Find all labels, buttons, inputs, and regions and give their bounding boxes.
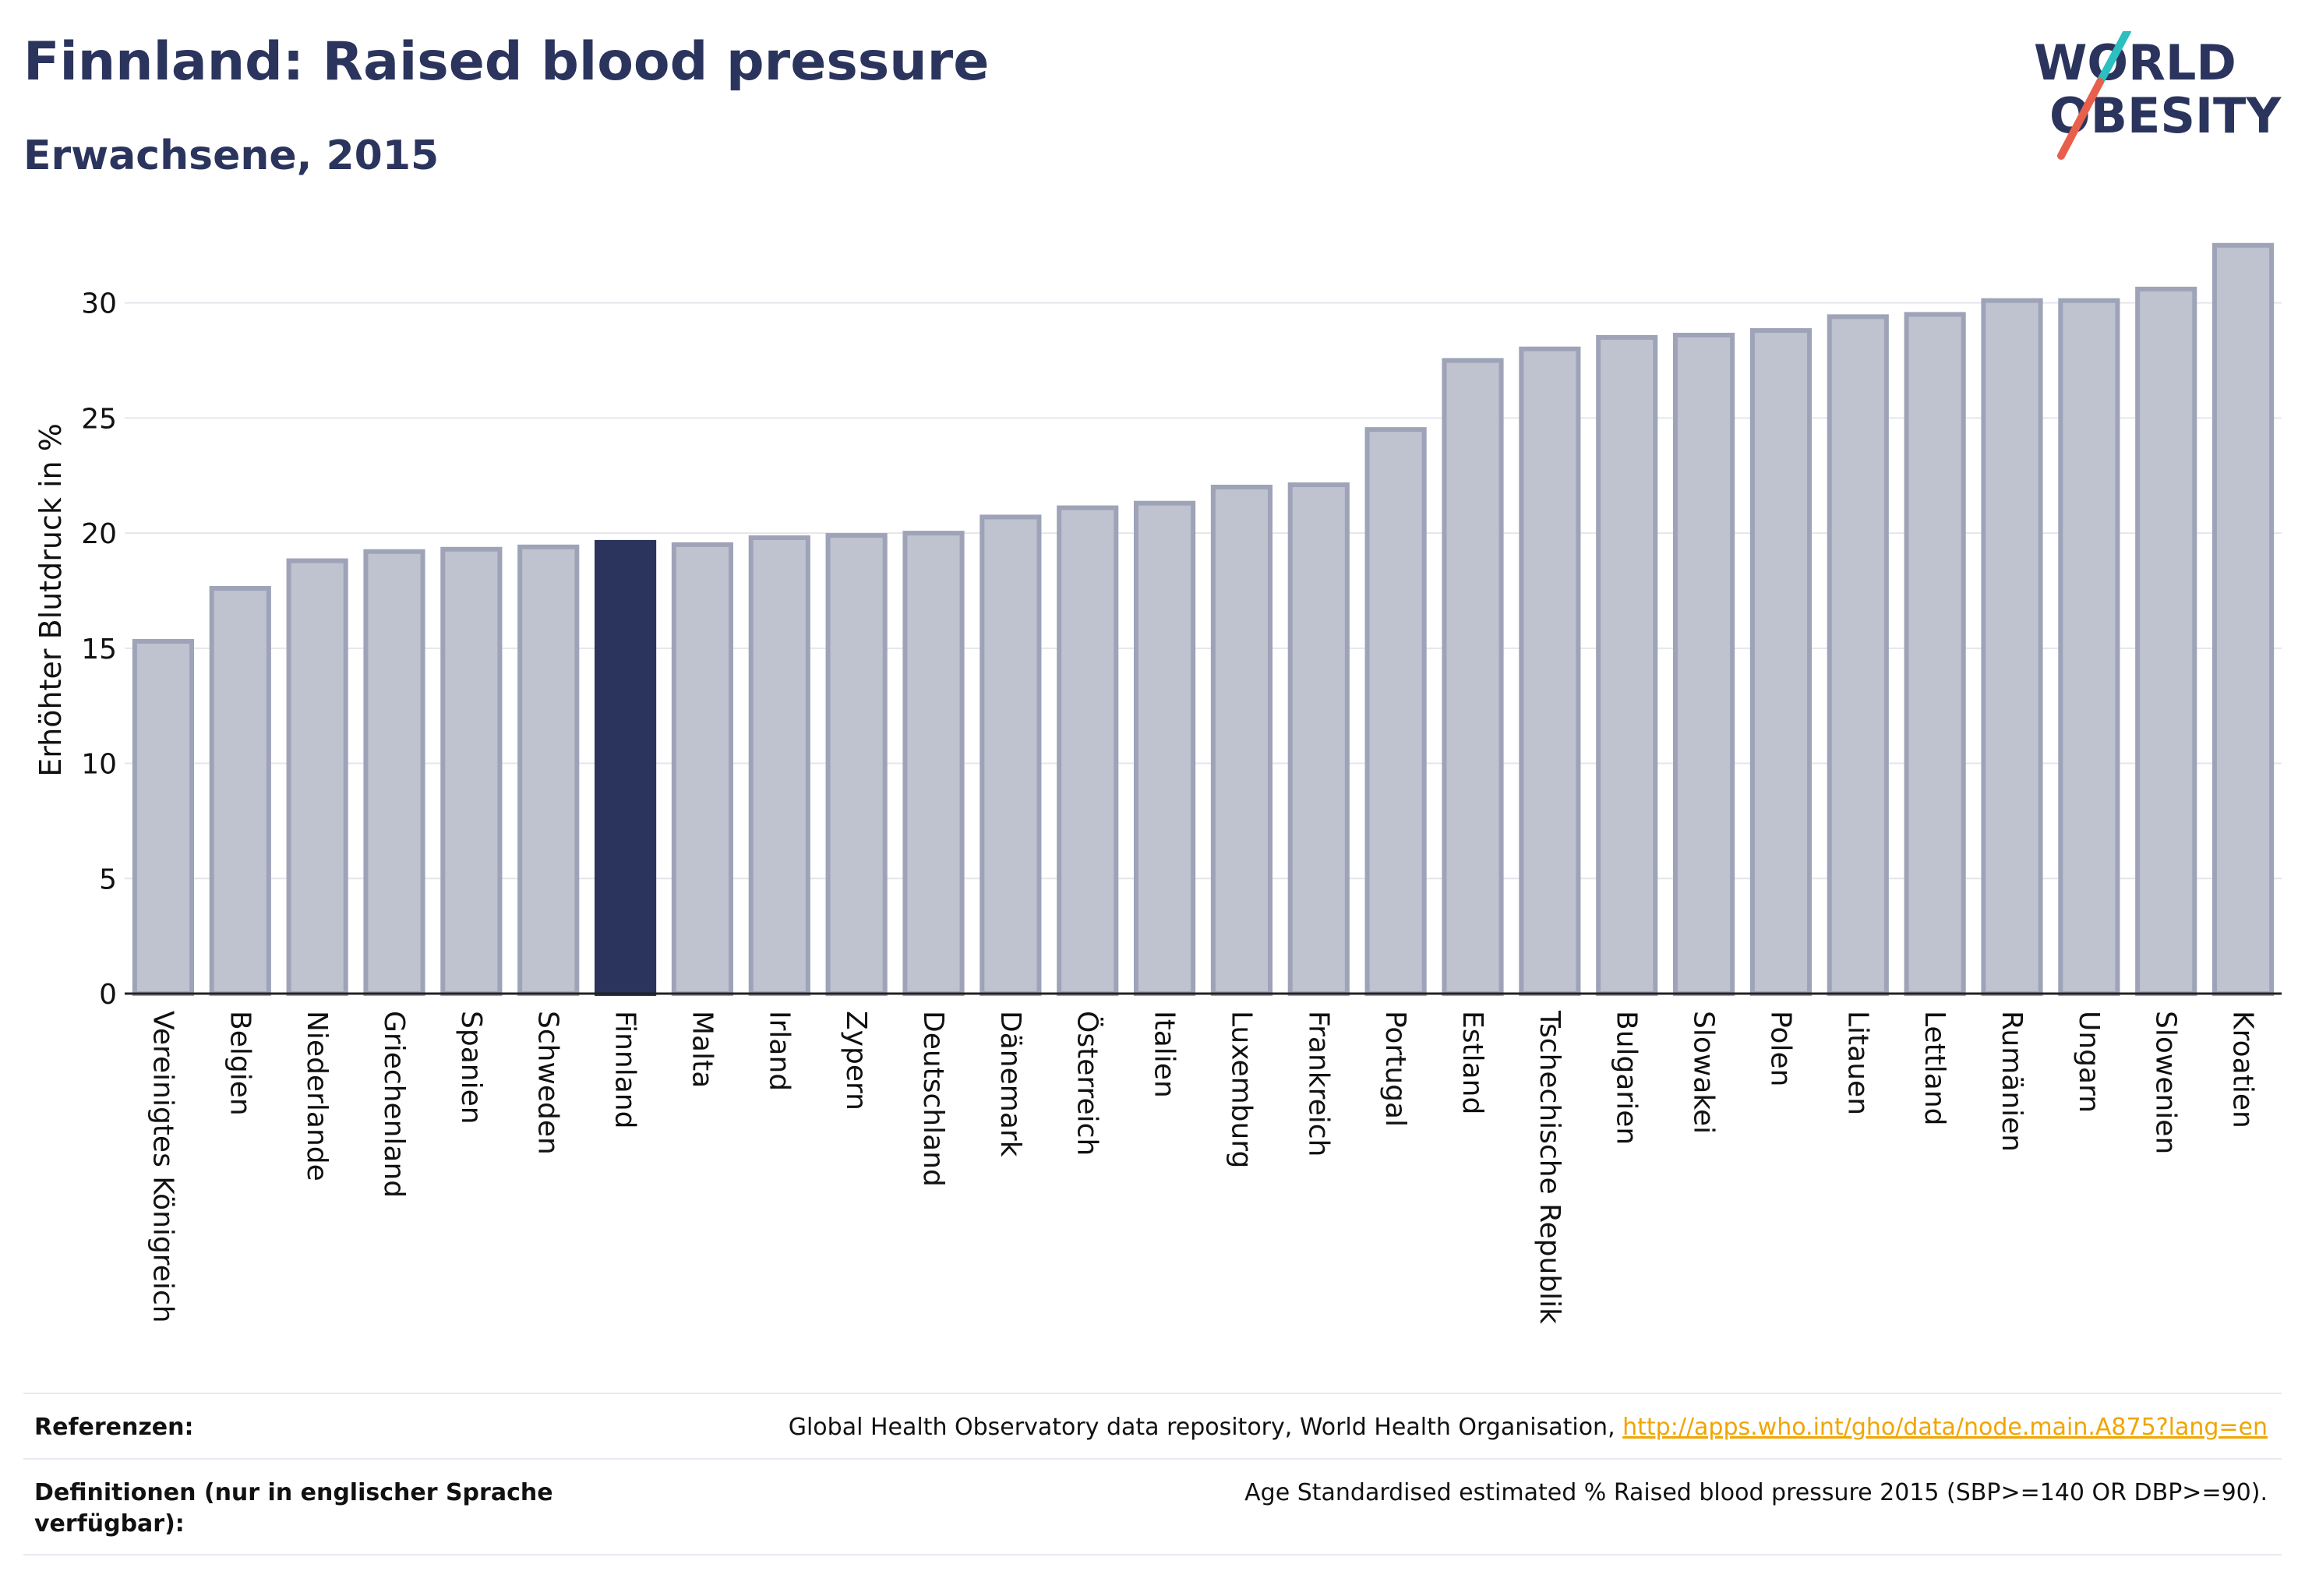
definitions-text: Age Standardised estimated % Raised bloo… <box>1244 1479 2268 1506</box>
x-tick-label: Spanien <box>455 1011 487 1125</box>
bar-litauen <box>1827 314 1889 996</box>
bar-slowakei <box>1672 333 1735 996</box>
bar-bulgarien <box>1596 334 1658 997</box>
x-tick-label: Luxemburg <box>1225 1011 1257 1168</box>
bar-belgien <box>209 586 271 996</box>
x-tick-label: Rumänien <box>1996 1011 2028 1152</box>
definitions-label: Definitionen (nur in englischer Sprache … <box>34 1479 553 1538</box>
y-tick-label: 5 <box>99 863 117 895</box>
y-tick-label: 25 <box>81 403 117 435</box>
x-tick-label: Ungarn <box>2073 1011 2105 1113</box>
x-tick-label: Litauen <box>1841 1011 1873 1115</box>
references-source: Global Health Observatory data repositor… <box>788 1414 1623 1441</box>
bar-chart: 0 5 10 15 20 25 30 Vereinigtes Königreich Belgi… <box>34 242 2282 1324</box>
x-tick-label: Vereinigtes Königreich <box>146 1011 178 1323</box>
y-tick-label: 15 <box>81 634 117 666</box>
bar-niederlande <box>286 558 348 996</box>
bar-malta <box>671 542 734 996</box>
bar-lettland <box>1904 312 1966 996</box>
bar-slowenien <box>2135 286 2197 996</box>
bar-estland <box>1442 358 1504 996</box>
x-tick-label: Portugal <box>1379 1011 1411 1127</box>
x-tick-label: Slowakei <box>1688 1011 1720 1134</box>
x-tick-label: Irland <box>763 1011 795 1091</box>
x-tick-label: Frankreich <box>1302 1011 1334 1156</box>
x-tick-label: Bulgarien <box>1611 1011 1643 1145</box>
bar-tschechische-republik <box>1519 346 1581 996</box>
x-tick-label: Slowenien <box>2150 1011 2182 1154</box>
x-tick-label: Österreich <box>1071 1011 1104 1156</box>
x-tick-label: Belgien <box>224 1011 256 1116</box>
bar-deutschland <box>902 531 965 996</box>
bar-österreich <box>1057 505 1119 996</box>
bar-zypern <box>825 533 888 996</box>
x-tick-label: Kroatien <box>2227 1011 2259 1128</box>
x-tick-label: Dänemark <box>994 1011 1026 1157</box>
bar-spanien <box>440 546 503 996</box>
x-tick-label: Niederlande <box>301 1011 333 1181</box>
bar-rumänien <box>1981 298 2043 996</box>
x-tick-label: Deutschland <box>917 1011 949 1187</box>
bars <box>132 242 2275 997</box>
x-tick-label: Schweden <box>532 1011 564 1155</box>
y-tick-label: 20 <box>81 518 117 550</box>
bar-schweden <box>517 544 580 996</box>
logo-line1: WORLD <box>2034 34 2236 91</box>
y-axis-label: Erhöhter Blutdruck in % <box>34 423 68 777</box>
y-tick-label: 0 <box>99 979 117 1011</box>
references-link[interactable]: http://apps.who.int/gho/data/node.main.A… <box>1622 1414 2268 1441</box>
chart-title: Finnland: Raised blood pressure <box>23 31 990 93</box>
footer-divider-bottom <box>23 1554 2282 1555</box>
logo-slash-red <box>2057 78 2104 160</box>
x-tick-label: Italien <box>1149 1011 1181 1098</box>
bar-finnland <box>594 539 657 996</box>
x-tick-labels: Vereinigtes Königreich Belgien Niederlande… <box>146 1010 2258 1324</box>
footer-divider-top <box>23 1393 2282 1394</box>
bar-polen <box>1749 328 1813 997</box>
bar-italien <box>1133 500 1196 996</box>
world-obesity-logo: WORLD OBESITY <box>2034 31 2282 160</box>
y-tick-label: 30 <box>81 288 117 320</box>
bar-kroatien <box>2211 242 2275 997</box>
bar-ungarn <box>2058 298 2120 996</box>
bar-vereinigtes-königreich <box>132 638 195 996</box>
x-tick-label: Griechenland <box>378 1011 410 1198</box>
x-tick-label: Polen <box>1764 1011 1796 1086</box>
x-tick-label: Finnland <box>609 1011 641 1128</box>
bar-frankreich <box>1287 482 1350 996</box>
logo-slash-teal <box>2096 31 2131 86</box>
axes: 0 5 10 15 20 25 30 <box>81 288 2282 1011</box>
bar-portugal <box>1364 427 1427 996</box>
y-tick-label: 10 <box>81 749 117 781</box>
bar-luxemburg <box>1210 485 1273 996</box>
bar-dänemark <box>980 514 1042 996</box>
references-text: Global Health Observatory data repositor… <box>789 1412 2268 1443</box>
x-tick-label: Malta <box>686 1011 718 1088</box>
chart-subtitle: Erwachsene, 2015 <box>23 132 439 179</box>
bar-irland <box>748 535 810 996</box>
footer-divider-middle <box>23 1458 2282 1460</box>
x-tick-label: Tschechische Republik <box>1534 1010 1565 1324</box>
x-tick-label: Zypern <box>840 1011 872 1110</box>
x-tick-label: Estland <box>1456 1011 1488 1114</box>
x-tick-label: Lettland <box>1918 1011 1950 1126</box>
bar-griechenland <box>363 549 425 996</box>
references-label: Referenzen: <box>34 1414 194 1441</box>
